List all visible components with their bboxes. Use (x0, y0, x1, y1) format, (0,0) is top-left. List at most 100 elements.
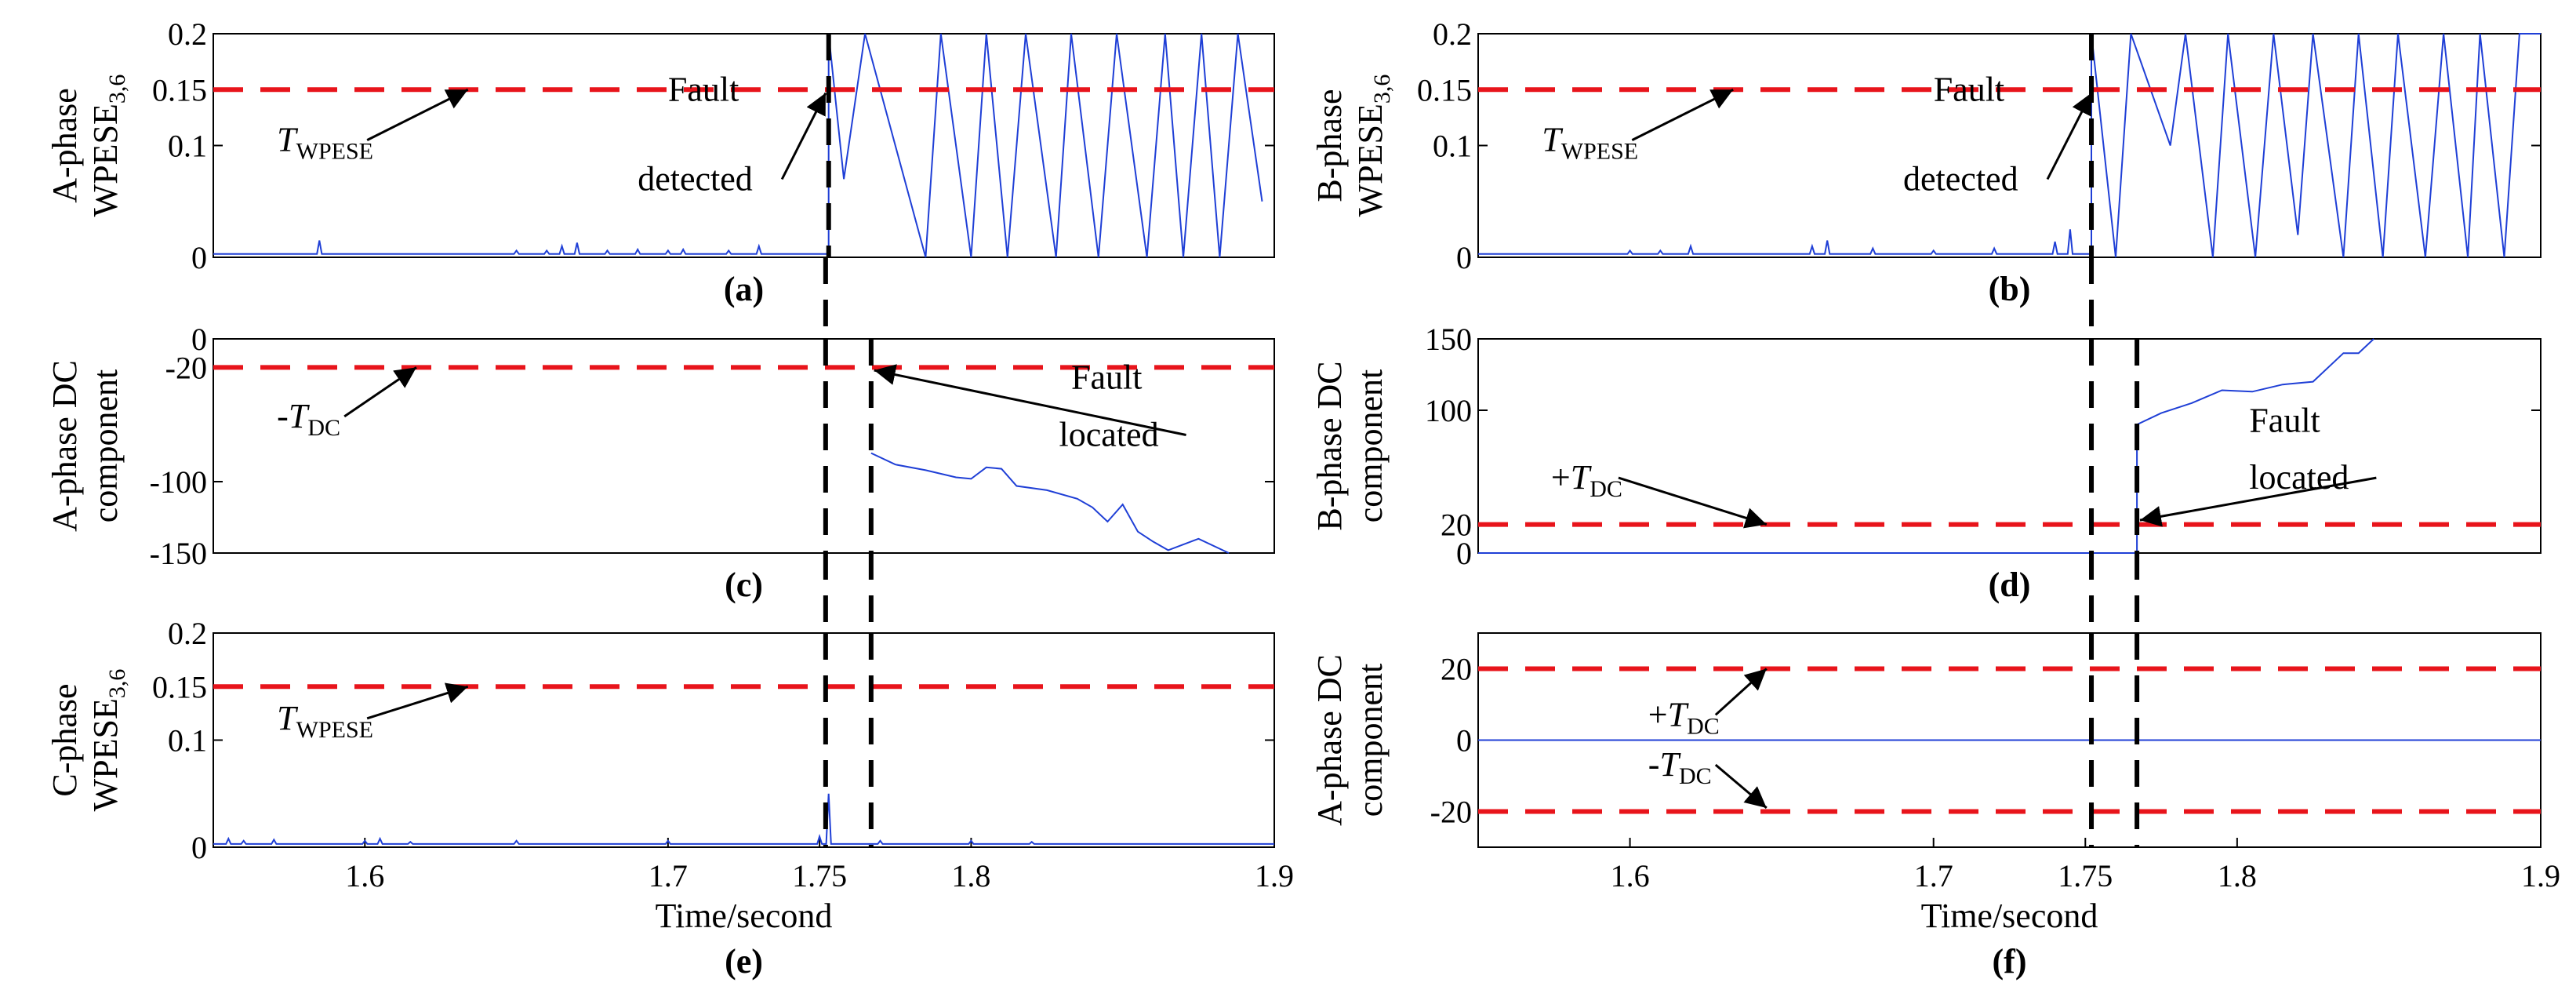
y-axis-label: C-phase WPESE3,6 (45, 669, 130, 812)
annotation-text-part: T (277, 699, 299, 737)
annotation-text-part: T (1542, 121, 1564, 159)
annotation-text: -TDC (277, 397, 340, 441)
panel-d: 020 100 150 B-phase DC component (d) +TDC Fault… (1310, 322, 2541, 604)
annotation-arrow (366, 88, 469, 141)
annotation-text: -TDC (1648, 745, 1712, 789)
annotation-arrow (780, 92, 827, 180)
x-tick-label: 1.6 (1611, 858, 1650, 893)
y-axis-label-line: WPESE3,6 (86, 669, 130, 812)
annotation-text: +TDC (1551, 458, 1622, 502)
annotation-text-part: - (1648, 745, 1660, 784)
signal-line (213, 793, 1274, 845)
y-axis-label: B-phase DC component (1310, 361, 1390, 530)
annotation-arrow (874, 364, 1186, 436)
plot-area (1478, 338, 2374, 554)
y-label-subscript: 3,6 (1369, 75, 1395, 104)
annotation-text-part: + (1551, 458, 1571, 497)
panel-a: 00.10.150.2A-phase WPESE3,6(a)TWPESEFault… (45, 16, 1275, 308)
plot-area (870, 452, 1230, 554)
x-tick-label: 1.75 (792, 858, 847, 893)
annotation-text-part: DC (307, 415, 340, 441)
annotation-text-part: T (1668, 695, 1690, 733)
plot-area (1478, 33, 2541, 258)
y-tick-label: 0.15 (152, 669, 207, 704)
y-axis-label-line: component (1351, 369, 1390, 523)
y-tick-label: -150 (150, 536, 207, 571)
panel-c: -150 -100 -200 A-phase DC component (c) -TDC Fa… (45, 322, 1275, 604)
panel-b: 00.10.150.2B-phase WPESE3,6(b)TWPESEFault… (1310, 16, 2541, 308)
y-tick-label: 0.15 (1417, 72, 1472, 107)
annotation-text-part: WPESE (296, 139, 373, 165)
y-axis-label: A-phase DC component (45, 360, 125, 532)
annotation-text: Fault (668, 71, 739, 109)
y-tick-label: 0.1 (1433, 129, 1472, 164)
plot-frame (213, 338, 1275, 554)
annotation-arrow (2139, 476, 2377, 527)
annotation-arrow (1714, 763, 1768, 810)
annotation-text-part: located (1059, 416, 1159, 454)
y-label-text: WPESE (86, 104, 125, 217)
annotation-arrow (1618, 476, 1768, 529)
panel-label: (e) (725, 942, 763, 981)
y-tick-label: 20 (1441, 508, 1472, 543)
y-axis-label-line: component (86, 369, 125, 523)
x-tick-label: 1.8 (2218, 858, 2257, 893)
annotation-text-part: DC (1590, 476, 1622, 502)
panel-label: (f) (1993, 942, 2027, 981)
signal-line (870, 452, 1230, 554)
annotation-text: TWPESE (277, 699, 373, 743)
plot-area (213, 33, 1263, 258)
annotation-text: detected (1903, 160, 2018, 198)
annotation-arrow (1714, 668, 1768, 716)
y-tick-label: 0 (1456, 536, 1472, 571)
y-axis-label-line: B-phase (1310, 89, 1349, 202)
annotation-text-part: WPESE (1561, 139, 1638, 165)
y-axis-label: B-phase WPESE3,6 (1310, 75, 1395, 217)
y-label-text: WPESE (86, 698, 125, 811)
annotation-text: +TDC (1648, 695, 1720, 739)
annotation-text-part: - (277, 397, 289, 435)
annotation-text-part: T (1571, 458, 1593, 497)
annotation-text-part: DC (1679, 763, 1712, 789)
annotation-text: TWPESE (1542, 121, 1638, 165)
x-axis-label: Time/second (656, 897, 833, 935)
y-tick-label: 150 (1425, 322, 1472, 357)
annotation-text-part: + (1648, 695, 1668, 733)
y-label-subscript: 3,6 (104, 75, 130, 104)
plot-area (213, 793, 1274, 845)
y-axis-label-line: A-phase (45, 88, 84, 203)
y-tick-label: -100 (150, 464, 207, 500)
annotation-text-part: located (2249, 458, 2349, 497)
y-tick-label: 0.1 (168, 129, 207, 164)
y-label-text: WPESE (1351, 104, 1390, 217)
y-axis-label-line: component (1351, 664, 1390, 817)
annotation-text-part: detected (1903, 160, 2018, 198)
panel-e: 0 0.1 0.15 0.2 1.6 1.7 1.75 1.8 1.9 Time/second C-… (45, 616, 1294, 981)
y-axis-label-line: WPESE3,6 (1351, 75, 1395, 217)
annotation-text: Fault (2249, 401, 2320, 439)
annotation-text: TWPESE (277, 121, 373, 165)
annotation-text: Fault (1934, 71, 2004, 109)
y-axis-label-line: C-phase (45, 683, 84, 796)
y-tick-label: 20 (1441, 652, 1472, 687)
plot-frame (1477, 338, 2541, 554)
y-axis-label: A-phase DC component (1310, 654, 1390, 826)
annotation-text-part: Fault (668, 71, 739, 109)
annotation-text: Fault (1071, 358, 1142, 397)
panel-label: (c) (725, 566, 763, 604)
panel-label: (b) (1989, 270, 2031, 308)
signal-line (1478, 338, 2374, 554)
y-tick-label: -20 (1430, 795, 1472, 830)
signal-line (213, 33, 1263, 258)
y-axis-label: A-phase WPESE3,6 (45, 75, 130, 217)
x-tick-label: 1.7 (1914, 858, 1953, 893)
annotation-arrow (1631, 88, 1734, 141)
annotation-text-part: detected (638, 160, 753, 198)
y-tick-label: 0 (1456, 723, 1472, 759)
annotation-text-part: WPESE (296, 717, 373, 743)
x-tick-label: 1.6 (345, 858, 384, 893)
annotation-text-part: Fault (2249, 401, 2320, 439)
y-tick-label: 0 (1456, 240, 1472, 275)
annotation-text-part: T (277, 121, 299, 159)
